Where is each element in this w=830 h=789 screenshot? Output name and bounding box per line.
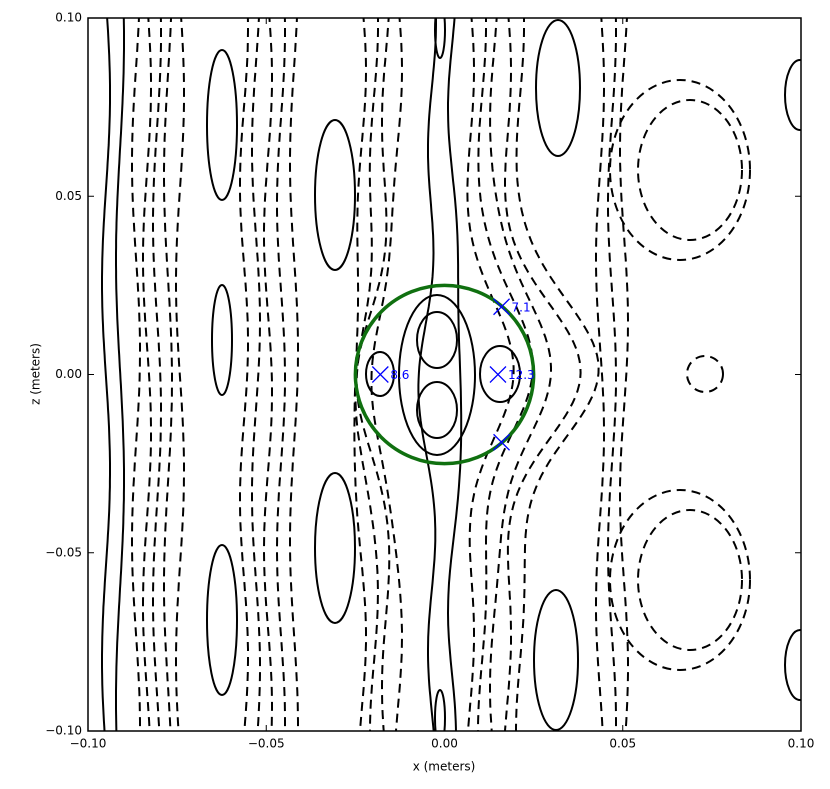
contour: [175, 18, 185, 731]
contour: [637, 99, 743, 241]
contour: [535, 19, 581, 157]
contour: [365, 351, 395, 397]
boundary-circle: [353, 283, 536, 466]
y-tick-label: −0.10: [45, 724, 82, 738]
contour: [417, 18, 437, 731]
x-tick-label: 0.10: [788, 737, 815, 751]
contour: [206, 544, 238, 696]
contour: [152, 18, 162, 731]
y-tick-label: 0.10: [55, 11, 82, 25]
y-tick-label: −0.05: [45, 545, 82, 559]
contour: [489, 18, 552, 731]
contour: [314, 472, 356, 624]
contour: [533, 589, 579, 731]
contour: [276, 18, 286, 731]
point-label: 12.3: [508, 368, 535, 382]
contour: [466, 18, 515, 731]
point-marker: [493, 433, 510, 451]
y-tick-label: 0.05: [55, 189, 82, 203]
x-tick-label: −0.10: [70, 737, 107, 751]
contour: [477, 18, 534, 731]
contour: [115, 18, 125, 731]
y-tick-label: 0.00: [55, 367, 82, 381]
contour: [503, 18, 582, 731]
contour: [251, 18, 261, 731]
contour: [416, 381, 458, 439]
x-axis-label: x (meters): [413, 760, 476, 774]
point-marker: [371, 366, 389, 383]
contour: [314, 119, 356, 271]
contour: [163, 18, 173, 731]
contour: [609, 79, 751, 261]
point-marker: [493, 298, 510, 316]
contour: [686, 355, 724, 393]
contour: [595, 18, 605, 731]
contour: [211, 284, 233, 396]
contour: [142, 18, 152, 731]
y-axis-label: z (meters): [29, 343, 43, 405]
contour: [609, 489, 751, 671]
contour: [515, 18, 600, 731]
point-marker: [489, 366, 507, 383]
contour-lines: [101, 18, 801, 731]
contour: [446, 18, 463, 731]
contour: [607, 18, 617, 731]
contour: [101, 18, 111, 731]
contour: [784, 629, 801, 701]
plot-frame: [87, 17, 802, 732]
point-label: 7.1: [512, 300, 531, 314]
contour: [370, 18, 403, 731]
contour: [416, 311, 458, 369]
x-tick-label: 0.05: [609, 737, 636, 751]
contour: [434, 689, 446, 731]
contour: [434, 18, 446, 59]
contour: [239, 18, 249, 731]
contour: [206, 49, 238, 201]
x-tick-label: −0.05: [248, 737, 285, 751]
contour: [355, 18, 391, 731]
contour: [619, 18, 629, 731]
contour: [289, 18, 299, 731]
contour: [784, 59, 801, 131]
point-label: 8.6: [390, 368, 409, 382]
contour: [398, 294, 476, 456]
contour: [637, 509, 743, 651]
contour: [131, 18, 141, 731]
x-tick-label: 0.00: [431, 737, 458, 751]
contour: [479, 345, 521, 403]
contour: [263, 18, 273, 731]
